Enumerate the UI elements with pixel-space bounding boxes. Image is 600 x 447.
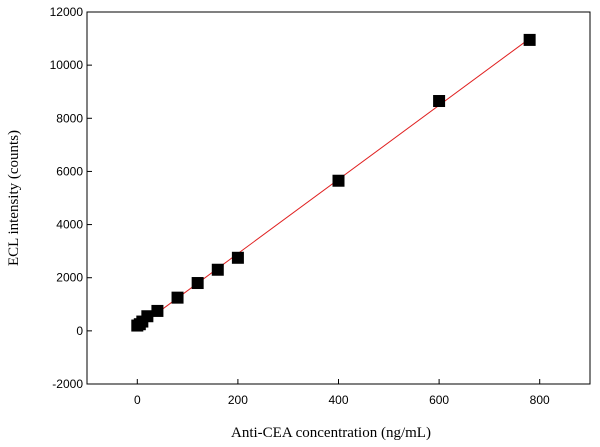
y-tick-label: 6000 — [56, 164, 83, 178]
y-tick-label: 4000 — [56, 218, 83, 232]
y-axis-title: ECL intensity (counts) — [6, 130, 22, 266]
data-point — [332, 174, 345, 187]
x-tick-label: 400 — [328, 393, 348, 407]
axis-ticks: 0 200 400 600 800 -2000 0 2000 4000 6000 8000 10000… — [50, 5, 550, 407]
y-tick-label: 12000 — [50, 5, 84, 19]
x-tick-label: 600 — [429, 393, 449, 407]
data-point — [433, 95, 446, 108]
data-point — [171, 291, 184, 304]
x-tick-label: 0 — [134, 393, 141, 407]
data-point — [151, 304, 164, 317]
data-points — [131, 33, 536, 332]
data-point — [211, 263, 224, 276]
x-tick-label: 800 — [530, 393, 550, 407]
y-tick-label: 8000 — [56, 111, 83, 125]
y-tick-label: 0 — [76, 324, 83, 338]
plot-frame — [86, 11, 591, 385]
y-tick-label: 2000 — [56, 271, 83, 285]
y-tick-label: 10000 — [50, 58, 84, 72]
data-point — [523, 33, 536, 46]
data-point — [191, 277, 204, 290]
x-axis-title: Anti-CEA concentration (ng/mL) — [231, 425, 431, 441]
y-tick-label: -2000 — [52, 377, 83, 391]
data-point — [141, 310, 154, 323]
x-tick-label: 200 — [228, 393, 248, 407]
data-point — [231, 251, 244, 264]
